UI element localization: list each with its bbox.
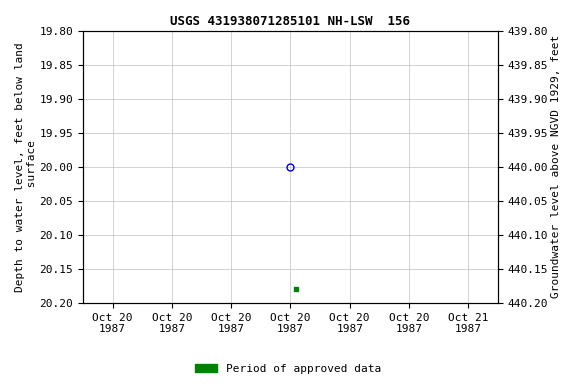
Legend: Period of approved data: Period of approved data — [191, 359, 385, 379]
Y-axis label: Depth to water level, feet below land
 surface: Depth to water level, feet below land su… — [15, 42, 37, 292]
Title: USGS 431938071285101 NH-LSW  156: USGS 431938071285101 NH-LSW 156 — [170, 15, 411, 28]
Y-axis label: Groundwater level above NGVD 1929, feet: Groundwater level above NGVD 1929, feet — [551, 35, 561, 298]
